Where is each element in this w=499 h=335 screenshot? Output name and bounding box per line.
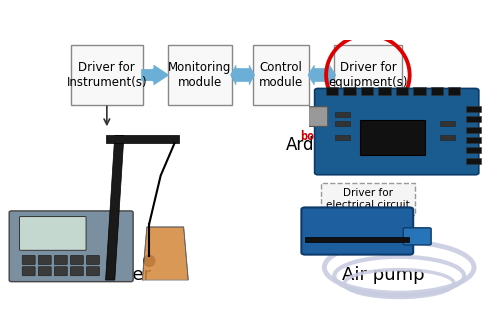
FancyBboxPatch shape [360,120,425,155]
FancyBboxPatch shape [334,45,402,105]
Polygon shape [142,65,169,85]
FancyBboxPatch shape [335,135,350,140]
FancyBboxPatch shape [38,256,51,264]
FancyBboxPatch shape [335,121,350,126]
FancyBboxPatch shape [168,45,232,105]
FancyBboxPatch shape [378,87,391,95]
FancyBboxPatch shape [440,135,455,140]
Text: Arduino: Arduino [285,136,350,154]
FancyBboxPatch shape [86,267,99,276]
FancyBboxPatch shape [22,267,35,276]
FancyBboxPatch shape [301,207,413,255]
FancyBboxPatch shape [413,87,426,95]
Polygon shape [305,238,409,242]
FancyBboxPatch shape [466,116,481,123]
Text: Control
module: Control module [259,61,303,89]
Polygon shape [308,65,336,85]
FancyBboxPatch shape [70,256,83,264]
FancyBboxPatch shape [466,147,481,153]
FancyBboxPatch shape [440,121,455,126]
Text: boyu_s_2000a.tm: boyu_s_2000a.tm [300,130,407,143]
FancyBboxPatch shape [253,45,309,105]
Polygon shape [142,227,188,280]
FancyBboxPatch shape [326,87,338,95]
FancyBboxPatch shape [308,107,328,126]
FancyBboxPatch shape [71,45,143,105]
FancyBboxPatch shape [22,256,35,264]
Text: Driver for
Instrument(s): Driver for Instrument(s) [66,61,147,89]
FancyBboxPatch shape [431,87,443,95]
FancyBboxPatch shape [86,256,99,264]
FancyBboxPatch shape [9,211,133,282]
Text: Monitoring
module: Monitoring module [168,61,232,89]
Polygon shape [106,135,179,143]
Text: Driver for
equipment(s): Driver for equipment(s) [328,61,408,89]
FancyBboxPatch shape [466,127,481,133]
Polygon shape [231,65,254,85]
FancyBboxPatch shape [54,256,67,264]
FancyBboxPatch shape [38,267,51,276]
FancyBboxPatch shape [343,87,356,95]
FancyBboxPatch shape [466,137,481,143]
FancyBboxPatch shape [466,106,481,112]
FancyBboxPatch shape [19,216,86,250]
FancyBboxPatch shape [320,183,415,215]
FancyBboxPatch shape [70,267,83,276]
FancyBboxPatch shape [448,87,461,95]
Text: Driver for
electrical circuit: Driver for electrical circuit [326,188,410,210]
FancyBboxPatch shape [335,112,350,117]
FancyBboxPatch shape [314,88,479,175]
FancyBboxPatch shape [466,157,481,164]
Ellipse shape [144,255,155,266]
FancyBboxPatch shape [54,267,67,276]
Text: DO meter: DO meter [63,266,151,284]
FancyBboxPatch shape [396,87,408,95]
FancyBboxPatch shape [361,87,373,95]
Text: Air pump: Air pump [342,266,425,284]
FancyBboxPatch shape [403,228,431,245]
Polygon shape [106,135,124,280]
